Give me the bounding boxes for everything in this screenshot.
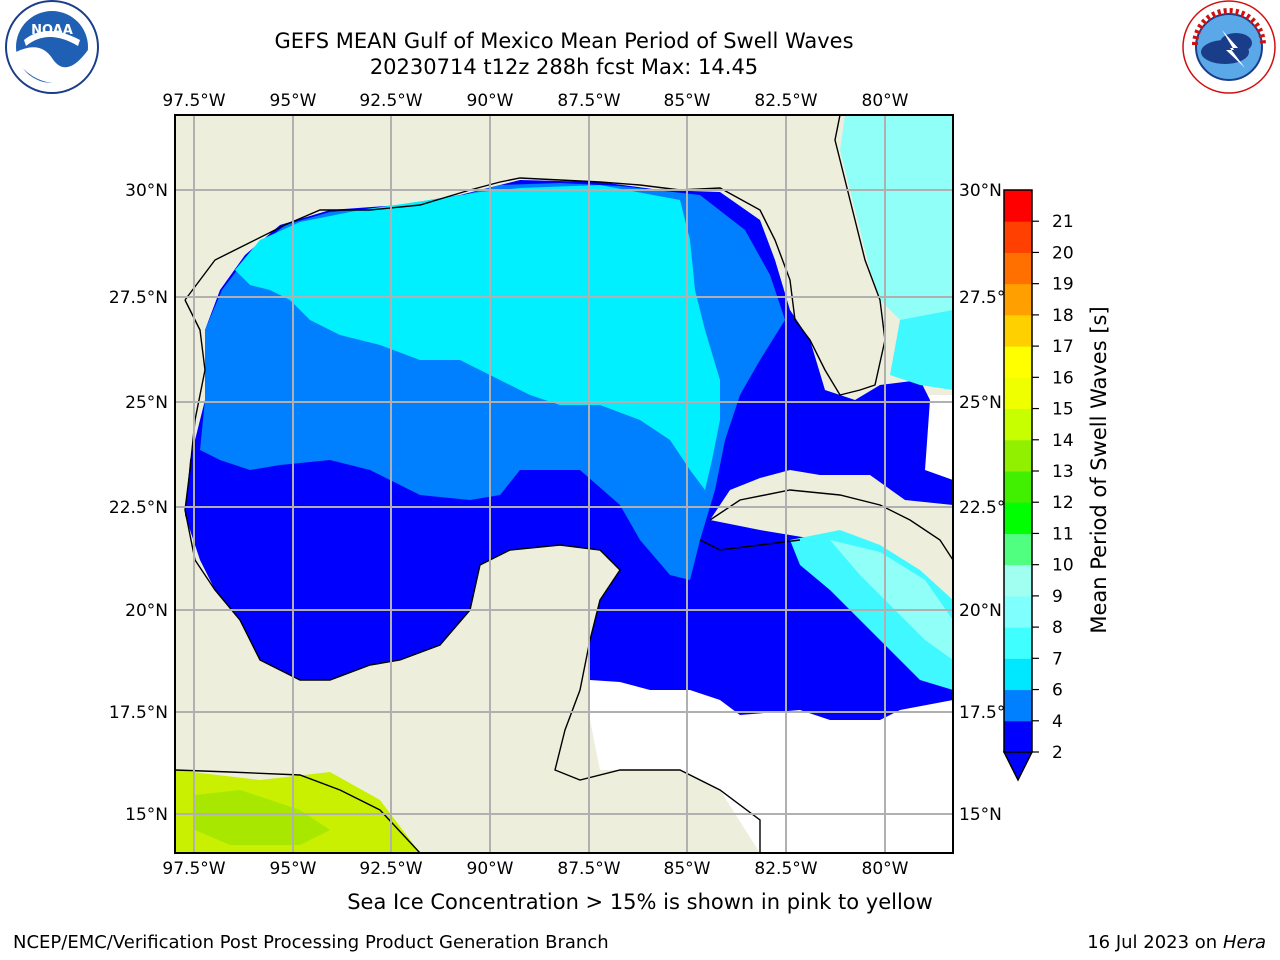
lat-labels-right: 30°N 27.5° 25°N 22.5° 20°N 17.5° 15°N [959, 181, 1005, 825]
sea-ice-note: Sea Ice Concentration > 15% is shown in … [347, 890, 933, 914]
colorbar-tick-label: 11 [1052, 524, 1074, 544]
colorbar-segment [1004, 252, 1032, 285]
colorbar-segment [1004, 377, 1032, 410]
colorbar-tick-label: 16 [1052, 368, 1074, 388]
lon-label: 95°W [270, 859, 317, 879]
lon-labels-bottom: 97.5°W 95°W 92.5°W 90°W 87.5°W 85°W 82.5… [162, 859, 908, 879]
colorbar-segment [1004, 439, 1032, 472]
colorbar-segment [1004, 314, 1032, 347]
colorbar-tick-label: 8 [1052, 618, 1063, 638]
lat-label: 20°N [125, 601, 168, 621]
colorbar-segment [1004, 190, 1032, 222]
colorbar-tick-label: 18 [1052, 306, 1074, 326]
lat-label: 22.5° [959, 498, 1005, 518]
colorbar-segment [1004, 471, 1032, 503]
map-area [175, 115, 953, 853]
colorbar-tick-label: 10 [1052, 556, 1074, 576]
lon-label: 95°W [270, 91, 317, 111]
colorbar-segment [1004, 283, 1032, 316]
lon-label: 80°W [862, 859, 909, 879]
lat-label: 25°N [959, 393, 1002, 413]
noaa-logo-label: NOAA [31, 23, 73, 38]
colorbar-tick-label: 9 [1052, 587, 1063, 607]
colorbar-segment [1004, 502, 1032, 534]
colorbar-segment [1004, 346, 1032, 378]
colorbar-tick-label: 6 [1052, 681, 1063, 701]
lon-label: 85°W [664, 859, 711, 879]
coastline [175, 115, 953, 853]
colorbar-tick-label: 13 [1052, 462, 1074, 482]
lon-label: 90°W [467, 859, 514, 879]
colorbar-label: Mean Period of Swell Waves [s] [1087, 306, 1111, 633]
colorbar-tick-label: 17 [1052, 337, 1074, 357]
no-data-region [590, 680, 953, 853]
chart-title: GEFS MEAN Gulf of Mexico Mean Period of … [274, 29, 854, 53]
lat-label: 22.5°N [109, 498, 168, 518]
colorbar-extension [1002, 751, 1034, 782]
colorbar-segment [1004, 658, 1032, 691]
lon-labels-top: 97.5°W 95°W 92.5°W 90°W 87.5°W 85°W 82.5… [162, 91, 908, 111]
colorbar-tick-label: 20 [1052, 243, 1074, 263]
atlantic-swell [840, 115, 953, 345]
lat-label: 17.5°N [109, 703, 168, 723]
lon-label: 90°W [467, 91, 514, 111]
colorbar-segment [1004, 720, 1032, 753]
footer-date: 16 Jul 2023 on Hera [1087, 932, 1266, 953]
lat-label: 30°N [125, 181, 168, 201]
nws-logo [1182, 0, 1276, 94]
lon-label: 80°W [862, 91, 909, 111]
lat-label: 27.5°N [109, 288, 168, 308]
colorbar-tick-label: 12 [1052, 493, 1074, 513]
graticule [175, 115, 953, 853]
colorbar-segment [1004, 595, 1032, 628]
lon-label: 97.5°W [162, 859, 225, 879]
lon-label: 82.5°W [754, 91, 817, 111]
colorbar-segment [1004, 627, 1032, 659]
swell-band-6s [235, 185, 720, 490]
lon-label: 92.5°W [359, 859, 422, 879]
footer-credit: NCEP/EMC/Verification Post Processing Pr… [13, 932, 609, 953]
lon-label: 87.5°W [557, 859, 620, 879]
lat-label: 25°N [125, 393, 168, 413]
lat-label: 15°N [959, 805, 1002, 825]
colorbar-tick-label: 7 [1052, 649, 1063, 669]
colorbar-segment [1004, 408, 1032, 441]
lat-label: 30°N [959, 181, 1002, 201]
lat-label: 27.5° [959, 288, 1005, 308]
colorbar-segment [1004, 689, 1032, 722]
colorbar-segment [1004, 221, 1032, 253]
colorbar-tick-label: 15 [1052, 400, 1074, 420]
colorbar-tick-label: 19 [1052, 275, 1074, 295]
colorbar-segment [1004, 533, 1032, 566]
lon-label: 82.5°W [754, 859, 817, 879]
lon-label: 97.5°W [162, 91, 225, 111]
chart-subtitle: 20230714 t12z 288h fcst Max: 14.45 [369, 55, 759, 79]
lat-labels-left: 30°N 27.5°N 25°N 22.5°N 20°N 17.5°N 15°N [109, 181, 168, 825]
colorbar-tick-label: 21 [1052, 212, 1074, 232]
lon-label: 85°W [664, 91, 711, 111]
lon-label: 87.5°W [557, 91, 620, 111]
colorbar-segment [1004, 564, 1032, 597]
lat-label: 15°N [125, 805, 168, 825]
lat-label: 20°N [959, 601, 1002, 621]
noaa-logo: NOAA [5, 0, 99, 94]
footer-host: Hera [1222, 932, 1266, 953]
map-frame [174, 114, 954, 854]
colorbar: 2 4 6 7 8 9 10 11 12 13 14 15 16 17 18 19 20 21 [1002, 189, 1074, 782]
colorbar-tick-label: 2 [1052, 743, 1063, 763]
lon-label: 92.5°W [359, 91, 422, 111]
footer-date-text: 16 Jul 2023 on [1087, 932, 1223, 953]
colorbar-tick-label: 14 [1052, 431, 1074, 451]
colorbar-tick-label: 4 [1052, 712, 1063, 732]
lat-label: 17.5° [959, 703, 1005, 723]
